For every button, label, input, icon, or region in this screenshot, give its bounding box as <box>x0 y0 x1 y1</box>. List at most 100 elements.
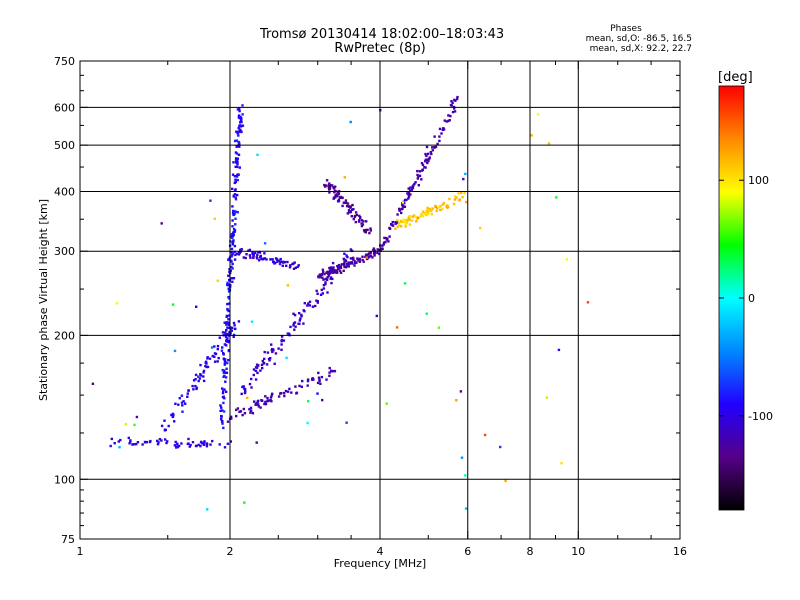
data-point <box>358 260 361 263</box>
data-point <box>242 256 245 259</box>
data-point <box>407 197 410 200</box>
data-point <box>128 442 131 445</box>
data-point <box>257 259 261 262</box>
data-point <box>453 194 456 198</box>
data-point <box>194 384 197 388</box>
data-point <box>343 263 346 266</box>
data-point <box>394 227 397 230</box>
data-point <box>327 270 330 273</box>
data-point <box>232 233 235 237</box>
data-point <box>318 379 321 383</box>
data-point <box>308 304 311 307</box>
x-tick-label: 4 <box>377 545 384 558</box>
data-point <box>414 181 417 184</box>
data-point <box>330 281 333 285</box>
data-point <box>404 225 407 228</box>
data-point <box>227 358 230 362</box>
data-point <box>252 368 256 371</box>
data-point <box>158 438 162 441</box>
colorbar-tick-label: 100 <box>748 174 769 187</box>
data-point <box>339 265 342 268</box>
data-point <box>446 204 449 207</box>
data-point <box>226 340 229 343</box>
data-point <box>276 260 279 263</box>
data-points <box>91 95 590 511</box>
data-point <box>232 231 235 235</box>
data-point <box>133 443 136 446</box>
data-point <box>271 258 274 261</box>
data-point <box>271 392 274 395</box>
data-point <box>328 366 331 370</box>
data-point <box>264 400 267 404</box>
data-point <box>243 391 247 395</box>
data-point <box>226 361 229 365</box>
data-point <box>401 220 405 224</box>
data-point <box>236 158 239 161</box>
data-point <box>343 261 346 264</box>
data-point <box>499 445 502 449</box>
data-point <box>404 220 407 223</box>
data-point <box>343 176 346 179</box>
data-point <box>420 162 424 165</box>
data-point <box>216 279 219 282</box>
data-point <box>280 335 284 338</box>
data-point <box>327 274 330 277</box>
data-point <box>237 153 241 156</box>
data-point <box>238 166 241 169</box>
data-point <box>266 396 269 400</box>
data-point <box>369 229 372 232</box>
data-point <box>202 371 205 374</box>
data-point <box>296 265 299 269</box>
data-point <box>240 120 243 124</box>
data-point <box>339 271 343 274</box>
data-point <box>331 270 334 273</box>
data-point <box>330 370 333 373</box>
data-point <box>328 266 331 270</box>
data-point <box>237 141 241 144</box>
data-point <box>446 206 449 209</box>
data-point <box>261 366 264 370</box>
data-point <box>270 400 273 403</box>
data-point <box>345 204 349 208</box>
data-point <box>458 198 461 202</box>
data-point <box>202 443 206 446</box>
data-point <box>329 277 332 280</box>
data-point <box>409 193 412 196</box>
data-point <box>416 177 419 180</box>
data-point <box>437 326 441 329</box>
data-point <box>263 402 266 406</box>
data-point <box>343 252 346 255</box>
data-point <box>175 446 178 449</box>
data-point <box>253 400 256 403</box>
data-point <box>410 219 414 222</box>
data-point <box>235 139 238 142</box>
data-point <box>233 324 236 327</box>
data-point <box>280 340 283 343</box>
data-point <box>218 336 221 339</box>
data-point <box>302 322 305 325</box>
data-point <box>342 269 345 272</box>
data-point <box>317 276 320 279</box>
data-point <box>348 210 351 213</box>
data-point <box>338 267 341 270</box>
data-point <box>197 443 200 447</box>
data-point <box>160 424 164 428</box>
data-point <box>321 276 324 279</box>
data-point <box>328 182 331 185</box>
x-tick-label: 6 <box>464 545 471 558</box>
data-point <box>396 225 399 228</box>
data-point <box>266 351 270 354</box>
data-point <box>222 371 225 374</box>
data-point <box>235 252 239 255</box>
data-point <box>174 402 177 405</box>
data-point <box>234 217 237 220</box>
data-point <box>209 199 212 202</box>
data-point <box>417 175 420 178</box>
data-point <box>233 229 237 232</box>
data-point <box>400 211 403 215</box>
data-point <box>426 206 429 210</box>
data-point <box>352 258 355 262</box>
data-point <box>223 331 227 334</box>
data-point <box>222 375 225 378</box>
data-point <box>417 184 420 187</box>
